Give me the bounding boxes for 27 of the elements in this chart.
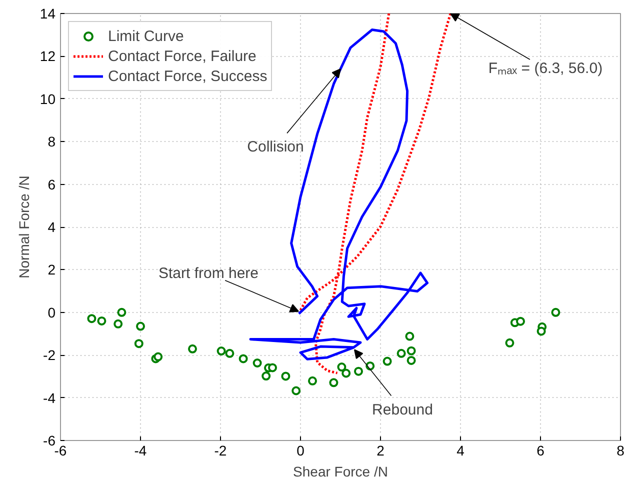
x-tick-label: -4 [134, 442, 147, 458]
annotation: Rebound [372, 401, 433, 418]
legend-label: Contact Force, Success [108, 68, 268, 84]
x-tick-label: 0 [296, 442, 305, 458]
legend-label: Limit Curve [108, 28, 184, 44]
y-tick-label: 4 [48, 219, 56, 235]
y-tick-label: 12 [40, 48, 56, 64]
y-tick-label: 14 [40, 6, 56, 22]
annotation: Start from here [158, 264, 259, 282]
y-tick-label: 8 [48, 134, 56, 150]
x-tick-label: 4 [456, 442, 465, 458]
x-tick-label: -2 [214, 442, 227, 458]
y-tick-label: 2 [48, 262, 56, 278]
y-tick-label: -6 [43, 432, 56, 448]
x-tick-label: 8 [616, 442, 625, 458]
annotation: Fₘₐₓ = (6.3, 56.0) [488, 60, 603, 77]
x-tick-label: 2 [376, 442, 385, 458]
x-tick-label: 6 [536, 442, 545, 458]
x-axis-title: Shear Force /N [293, 464, 388, 480]
y-axis-title: Normal Force /N [16, 176, 32, 278]
y-tick-label: 0 [48, 304, 56, 320]
annotation: Collision [247, 138, 304, 156]
y-tick-label: 6 [48, 176, 56, 192]
y-tick-label: -4 [43, 390, 56, 406]
y-tick-label: -2 [43, 347, 56, 364]
y-tick-label: 10 [40, 90, 56, 107]
legend-label: Contact Force, Failure [108, 48, 256, 64]
